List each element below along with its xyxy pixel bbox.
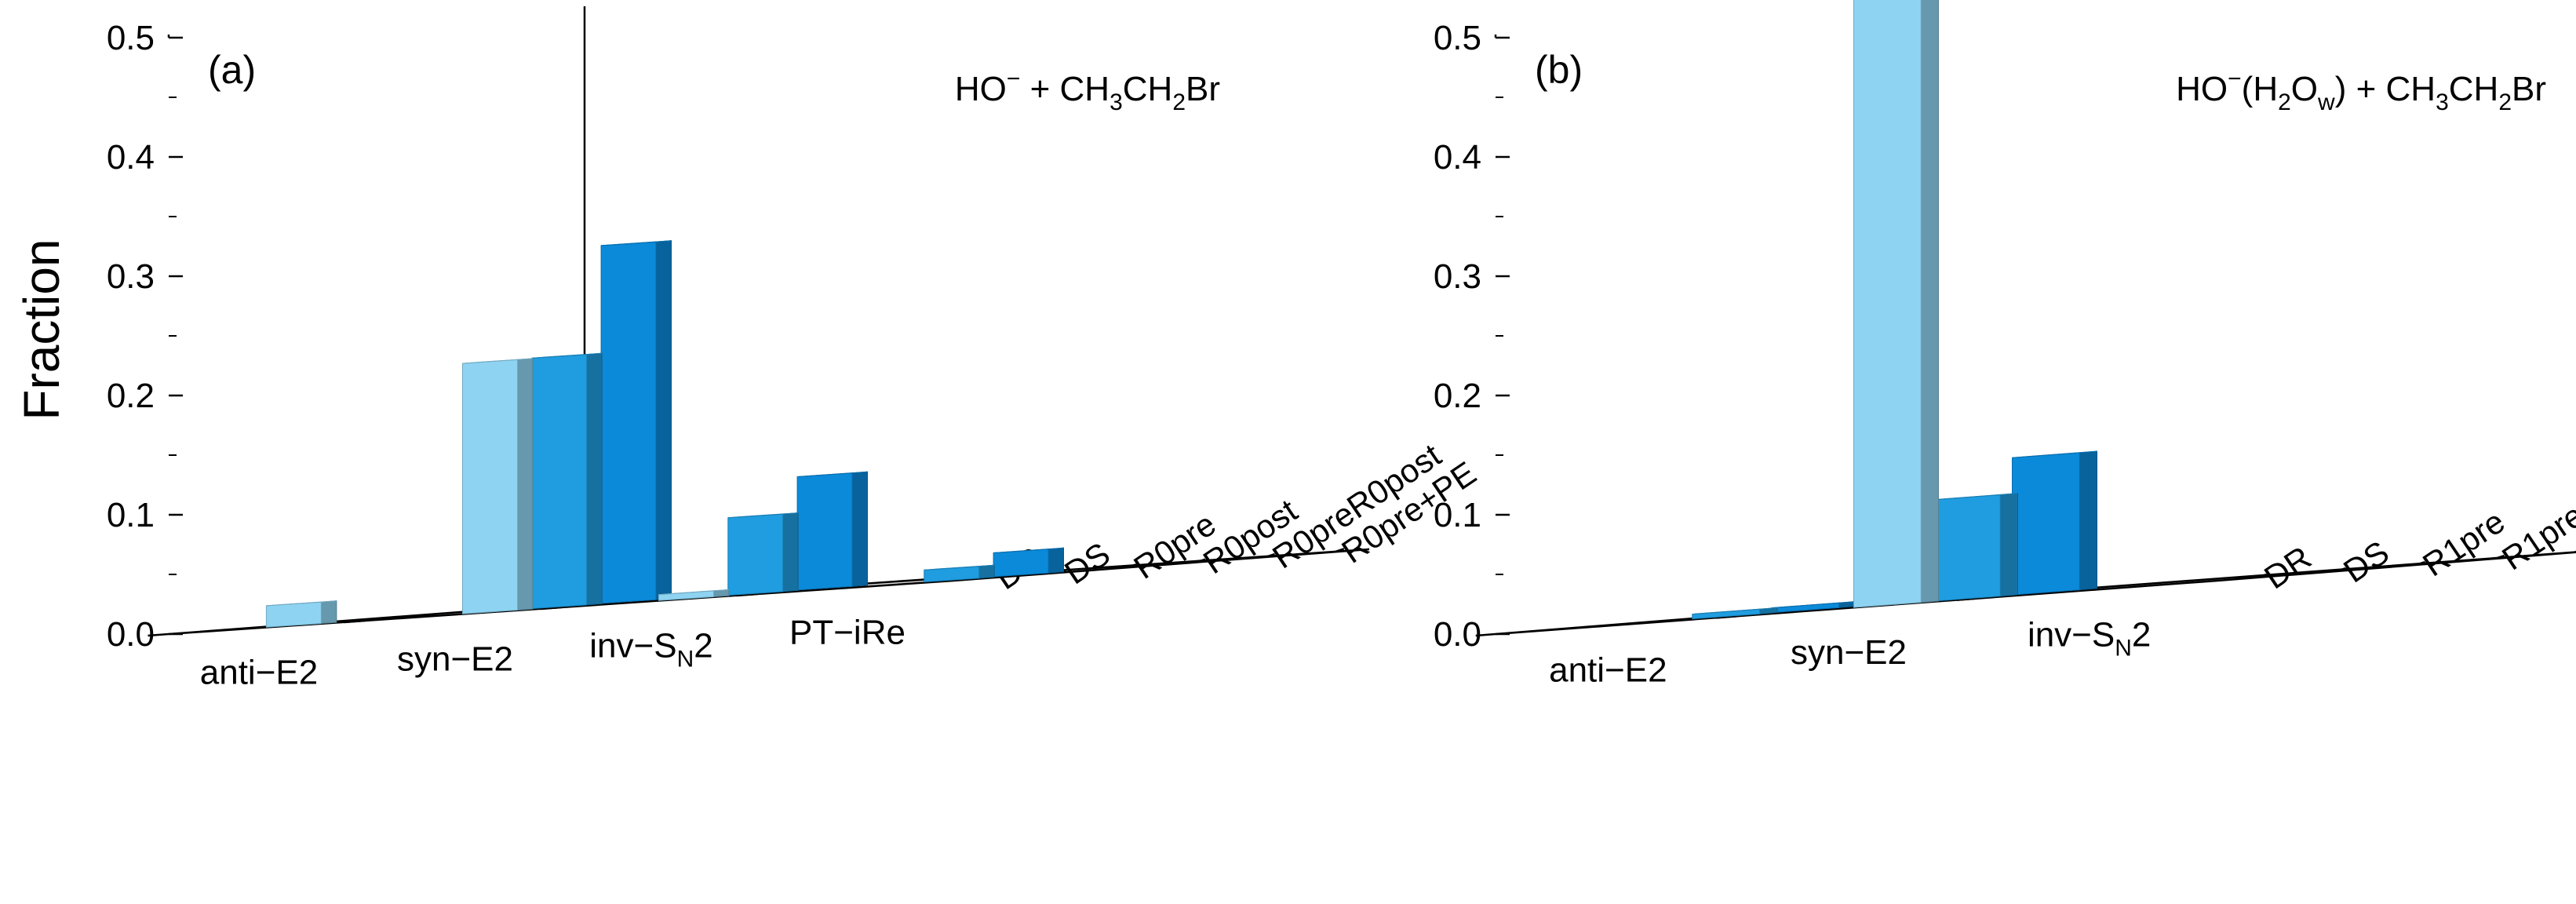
y-tick-label: 0.4 (1434, 138, 1481, 177)
bar-a-r0pre-1 (600, 240, 672, 604)
bar-side-face (2079, 450, 2097, 591)
series-label-ds: DS (1058, 535, 1117, 592)
depth-tick (1195, 558, 1206, 563)
bar-b-ds-0 (1692, 607, 1778, 620)
bar-top-face (1692, 607, 1777, 615)
bar-a-ds-1 (531, 352, 603, 610)
x-tick (1475, 632, 1496, 637)
y-tick-label: 0.1 (1434, 496, 1481, 534)
bar-side-face (1920, 0, 1939, 603)
x-tick (1956, 597, 1977, 601)
category-label: syn−E2 (397, 640, 513, 679)
reaction-annotation: HO−​ + CH3​CH2​Br (955, 66, 1220, 115)
y-tick-label: 0.2 (107, 377, 155, 415)
series-label-r1pre: R1pre (2416, 503, 2511, 584)
bar-top-face (993, 547, 1064, 553)
bar-front-face (265, 601, 322, 628)
depth-tick (2415, 560, 2425, 567)
bar-front-face (531, 354, 588, 610)
x-tick (540, 606, 562, 611)
bar-a-dr-1 (462, 358, 534, 614)
panel-a: 0.0 0.1 0.2 0.3 0.4 0.5 (a) HO−​ + CH3​CH2​Br an… (107, 6, 1482, 692)
bar-a-dr-0 (265, 600, 337, 628)
bar-side-face (1048, 547, 1064, 574)
bar-front-face (727, 513, 784, 596)
bar-front-face (796, 472, 853, 591)
depth-tick (1334, 548, 1345, 553)
panel-label: (a) (208, 48, 256, 92)
bar-top-face (531, 352, 603, 359)
bar-front-face (2012, 452, 2080, 596)
depth-tick (2257, 573, 2267, 579)
x-tick (736, 592, 758, 597)
y-tick-label: 0.0 (1434, 615, 1481, 654)
depth-tick (1265, 552, 1275, 559)
depth-tick (1126, 563, 1137, 569)
bar-side-face (586, 352, 603, 606)
bar-top-face (797, 471, 868, 477)
category-label: PT−iRe (789, 614, 905, 652)
series-label-dr: DR (2257, 539, 2318, 596)
y-tick-label: 0.5 (1434, 19, 1481, 57)
bar-side-face (782, 512, 799, 592)
y-tick-label: 0.3 (107, 257, 155, 296)
bar-a-ds-3 (924, 564, 995, 583)
panel-label: (b) (1535, 48, 1583, 92)
bar-a-r0pre-2 (796, 471, 868, 591)
category-label: anti−E2 (1549, 651, 1667, 690)
category-label: syn−E2 (1791, 633, 1907, 672)
category-label: inv−SN​2 (589, 627, 712, 673)
bar-a-r0pre-3 (993, 547, 1064, 578)
bar-top-face (2012, 450, 2097, 458)
series-label-ds: DS (2337, 534, 2396, 590)
bar-b-dr-1 (1853, 0, 1939, 608)
x-tick (344, 619, 366, 624)
reaction-annotation: HO−​(H2​Ow​) + CH3​CH2​Br (2176, 66, 2546, 115)
bar-b-r1pre-1 (2012, 450, 2097, 596)
bar-top-face (1933, 493, 2018, 501)
category-label: inv−SN​2 (2028, 615, 2151, 661)
bar-top-face (462, 358, 533, 364)
bar-top-face (601, 240, 672, 246)
bar-side-face (851, 471, 868, 587)
y-tick-label: 0.1 (107, 496, 155, 534)
bar-side-face (320, 600, 337, 625)
x-tick (148, 632, 169, 637)
panel-b: 0.0 0.1 0.2 0.3 0.4 0.5 (b) HO−​(H2​Ow​) + CH3​… (1434, 0, 2576, 690)
y-tick-label: 0.2 (1434, 377, 1481, 415)
y-axis-title: Fraction (13, 239, 70, 420)
bar-top-face (658, 589, 729, 596)
y-tick-label: 0.4 (107, 138, 155, 177)
bar-front-face (1853, 0, 1922, 608)
bar-a-dr-2 (658, 589, 730, 601)
series-label-r1prer1post: R1preR1post (2495, 438, 2576, 578)
bar-top-face (266, 600, 337, 607)
bar-front-face (600, 241, 657, 604)
bar-side-face (655, 240, 672, 600)
bar-b-ds-1 (1933, 493, 2018, 602)
y-tick-label: 0.0 (107, 615, 155, 654)
depth-tick (2494, 554, 2505, 560)
bar-front-face (993, 549, 1049, 578)
y-tick-label: 0.5 (107, 19, 155, 57)
bar-side-face (978, 564, 995, 579)
bar-side-face (1999, 493, 2018, 597)
x-tick (1716, 615, 1736, 619)
bar-front-face (462, 359, 518, 614)
bar-side-face (517, 358, 534, 611)
depth-tick (2336, 567, 2346, 573)
y-tick-label: 0.3 (1434, 257, 1481, 296)
category-label: anti−E2 (200, 654, 318, 692)
bar-top-face (727, 512, 799, 519)
bar-b-r1pre-0 (1771, 600, 1857, 614)
bar-top-face (924, 564, 995, 570)
bar-front-face (1933, 494, 2001, 602)
bar-a-ds-2 (727, 512, 799, 596)
